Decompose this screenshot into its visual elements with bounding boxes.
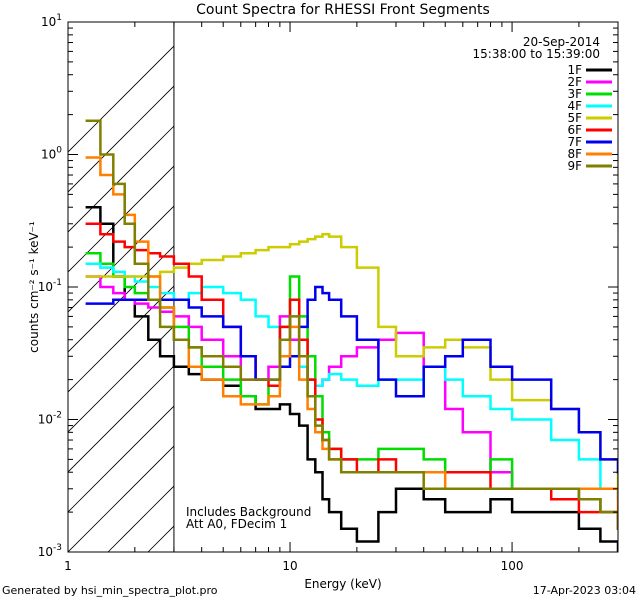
date-label: 20-Sep-2014 bbox=[523, 35, 600, 49]
x-tick-label: 100 bbox=[501, 559, 524, 573]
series-line-8F bbox=[85, 156, 618, 514]
series-line-9F bbox=[85, 119, 618, 530]
hatch-line bbox=[68, 445, 174, 552]
chart-title: Count Spectra for RHESSI Front Segments bbox=[196, 2, 490, 18]
x-axis-label: Energy (keV) bbox=[304, 577, 381, 591]
annotation-background: Includes Background bbox=[186, 505, 311, 519]
hatch-line bbox=[68, 365, 174, 473]
series-layer bbox=[85, 119, 618, 552]
legend-label-4F: 4F bbox=[567, 99, 582, 113]
y-axis-label: counts cm⁻² s⁻¹ keV⁻¹ bbox=[27, 221, 41, 353]
hatch-line bbox=[68, 285, 174, 393]
generated-by-label: Generated by hsi_min_spectra_plot.pro bbox=[2, 584, 218, 597]
legend-label-5F: 5F bbox=[567, 111, 582, 125]
legend-label-2F: 2F bbox=[567, 75, 582, 89]
legend-label-6F: 6F bbox=[567, 123, 582, 137]
hatch-line bbox=[68, 45, 174, 153]
legend-label-1F: 1F bbox=[567, 63, 582, 77]
legend-label-9F: 9F bbox=[567, 159, 582, 173]
x-axis: 1 10 100 bbox=[64, 22, 619, 573]
hatch-line bbox=[68, 205, 174, 313]
x-tick-label: 10 bbox=[282, 559, 297, 573]
annotation-attenuator: Att A0, FDecim 1 bbox=[186, 517, 287, 531]
legend-label-7F: 7F bbox=[567, 135, 582, 149]
hatch-line bbox=[68, 85, 174, 193]
legend-label-3F: 3F bbox=[567, 87, 582, 101]
legend-label-8F: 8F bbox=[567, 147, 582, 161]
series-line-7F bbox=[85, 285, 618, 474]
series-line-6F bbox=[85, 222, 618, 530]
x-tick-label: 1 bbox=[64, 559, 72, 573]
time-range-label: 15:38:00 to 15:39:00 bbox=[473, 47, 600, 61]
series-line-1F bbox=[85, 205, 618, 552]
timestamp-label: 17-Apr-2023 03:04 bbox=[533, 584, 636, 597]
hatch-line bbox=[68, 405, 174, 513]
